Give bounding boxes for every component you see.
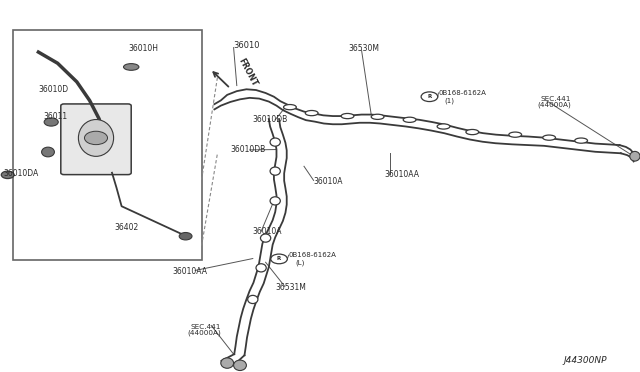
Circle shape	[179, 232, 192, 240]
Bar	[13, 30, 202, 260]
Text: R: R	[428, 94, 431, 99]
Text: 36011: 36011	[44, 112, 68, 121]
Text: 36402: 36402	[114, 223, 138, 232]
Text: 36010DB: 36010DB	[253, 115, 288, 124]
FancyBboxPatch shape	[61, 104, 131, 174]
Text: 36010DA: 36010DA	[3, 169, 38, 178]
Ellipse shape	[42, 147, 54, 157]
Text: 36010: 36010	[234, 41, 260, 50]
Ellipse shape	[403, 117, 416, 122]
Text: 0B168-6162A: 0B168-6162A	[289, 252, 337, 258]
Ellipse shape	[234, 360, 246, 371]
Text: FRONT: FRONT	[237, 56, 259, 87]
Text: R: R	[277, 256, 281, 262]
Text: 36010A: 36010A	[253, 227, 282, 236]
Ellipse shape	[371, 114, 384, 119]
Text: 36531M: 36531M	[275, 283, 306, 292]
Text: SEC.441: SEC.441	[541, 96, 571, 102]
Ellipse shape	[466, 129, 479, 135]
Text: J44300NP: J44300NP	[563, 356, 607, 365]
Text: 36010A: 36010A	[314, 177, 343, 186]
Circle shape	[84, 131, 108, 145]
Ellipse shape	[256, 264, 266, 272]
Circle shape	[1, 171, 14, 179]
Ellipse shape	[305, 110, 318, 116]
Ellipse shape	[509, 132, 522, 137]
Circle shape	[44, 118, 58, 126]
Ellipse shape	[248, 295, 258, 304]
Ellipse shape	[270, 167, 280, 175]
Text: 36010H: 36010H	[128, 44, 158, 53]
Text: 36010AA: 36010AA	[173, 267, 208, 276]
Ellipse shape	[270, 197, 280, 205]
Ellipse shape	[124, 64, 139, 70]
Text: 36010D: 36010D	[38, 85, 68, 94]
Text: 36010AA: 36010AA	[384, 170, 419, 179]
Ellipse shape	[543, 135, 556, 140]
Ellipse shape	[270, 138, 280, 146]
Text: 36530M: 36530M	[349, 44, 380, 53]
Text: (L): (L)	[295, 259, 305, 266]
Text: (44000A): (44000A)	[538, 102, 572, 108]
Ellipse shape	[341, 113, 354, 119]
Text: 0B168-6162A: 0B168-6162A	[438, 90, 486, 96]
Ellipse shape	[79, 119, 114, 156]
Ellipse shape	[260, 234, 271, 242]
Ellipse shape	[284, 105, 296, 110]
Text: SEC.441: SEC.441	[191, 324, 221, 330]
Ellipse shape	[630, 151, 640, 161]
Text: 36010DB: 36010DB	[230, 145, 266, 154]
Ellipse shape	[437, 124, 450, 129]
Text: (44000A): (44000A)	[188, 330, 221, 336]
Text: (1): (1)	[445, 97, 455, 104]
Ellipse shape	[575, 138, 588, 143]
Ellipse shape	[221, 358, 234, 368]
